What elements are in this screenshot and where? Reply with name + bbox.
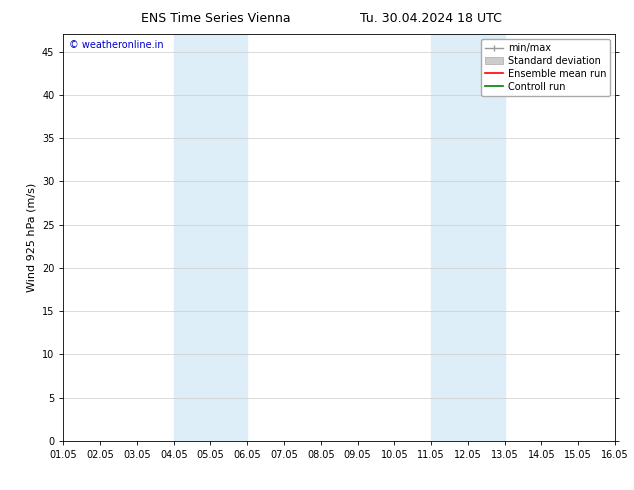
Text: © weatheronline.in: © weatheronline.in	[69, 40, 164, 50]
Bar	[431, 34, 505, 441]
Legend: min/max, Standard deviation, Ensemble mean run, Controll run: min/max, Standard deviation, Ensemble me…	[481, 39, 610, 96]
Text: Tu. 30.04.2024 18 UTC: Tu. 30.04.2024 18 UTC	[360, 12, 502, 25]
Y-axis label: Wind 925 hPa (m/s): Wind 925 hPa (m/s)	[27, 183, 36, 292]
Text: ENS Time Series Vienna: ENS Time Series Vienna	[141, 12, 290, 25]
Bar	[174, 34, 247, 441]
